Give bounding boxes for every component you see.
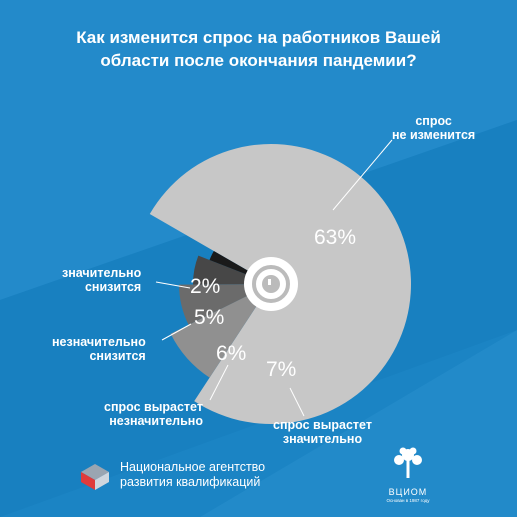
value-label-grow-much: 7% <box>266 358 296 381</box>
label-grow-much-line-1: спрос вырастет <box>273 418 372 432</box>
brand-block: ВЦИОМ Основан в 1987 году <box>378 446 438 503</box>
slice-grow-much <box>170 284 271 378</box>
label-grow-much: спрос вырастет значительно <box>273 418 372 446</box>
label-grow-little: спрос вырастет незначительно <box>104 400 203 428</box>
label-grow-little-line-1: спрос вырастет <box>104 400 203 414</box>
label-drop-little-line-1: незначительно <box>52 335 146 349</box>
agency-line-2: развития квалификаций <box>120 475 261 489</box>
label-drop-much-line-2: снизится <box>84 280 142 294</box>
label-drop-little-line-2: снизится <box>89 349 146 363</box>
label-drop-much: значительно снизится <box>62 266 141 294</box>
title-line-1: Как изменится спрос на работников Вашей <box>76 28 441 47</box>
value-label-drop-much: 2% <box>190 275 220 298</box>
leader-drop-much <box>155 281 191 289</box>
leader-grow-little <box>209 364 229 401</box>
brand-since: Основан в 1987 году <box>386 498 430 503</box>
chart-title: Как изменится спрос на работников Вашей … <box>0 26 517 72</box>
leader-no-change <box>332 139 393 211</box>
leader-drop-little <box>161 323 192 341</box>
label-no-change-line-1: спрос <box>415 114 452 128</box>
value-label-no-change: 63% <box>314 226 356 249</box>
value-label-grow-little: 6% <box>216 342 246 365</box>
agency-block: Национальное агентство развития квалифик… <box>80 460 265 490</box>
label-drop-little: незначительно снизится <box>52 335 146 363</box>
agency-line-1: Национальное агентство <box>120 460 266 474</box>
brand-name: ВЦИОМ <box>388 487 428 497</box>
center-icon <box>244 257 298 311</box>
agency-logo-icon <box>81 464 109 490</box>
label-drop-much-line-1: значительно <box>62 266 142 280</box>
leader-grow-much <box>289 387 305 417</box>
tree-logo-icon <box>394 447 422 478</box>
label-grow-much-line-2: значительно <box>282 432 363 446</box>
label-no-change-line-2: не изменится <box>392 128 476 142</box>
label-no-change: спрос не изменится <box>392 114 475 142</box>
label-grow-little-line-2: незначительно <box>109 414 203 428</box>
title-line-2: области после окончания пандемии? <box>100 51 417 70</box>
value-label-drop-little: 5% <box>194 306 224 329</box>
